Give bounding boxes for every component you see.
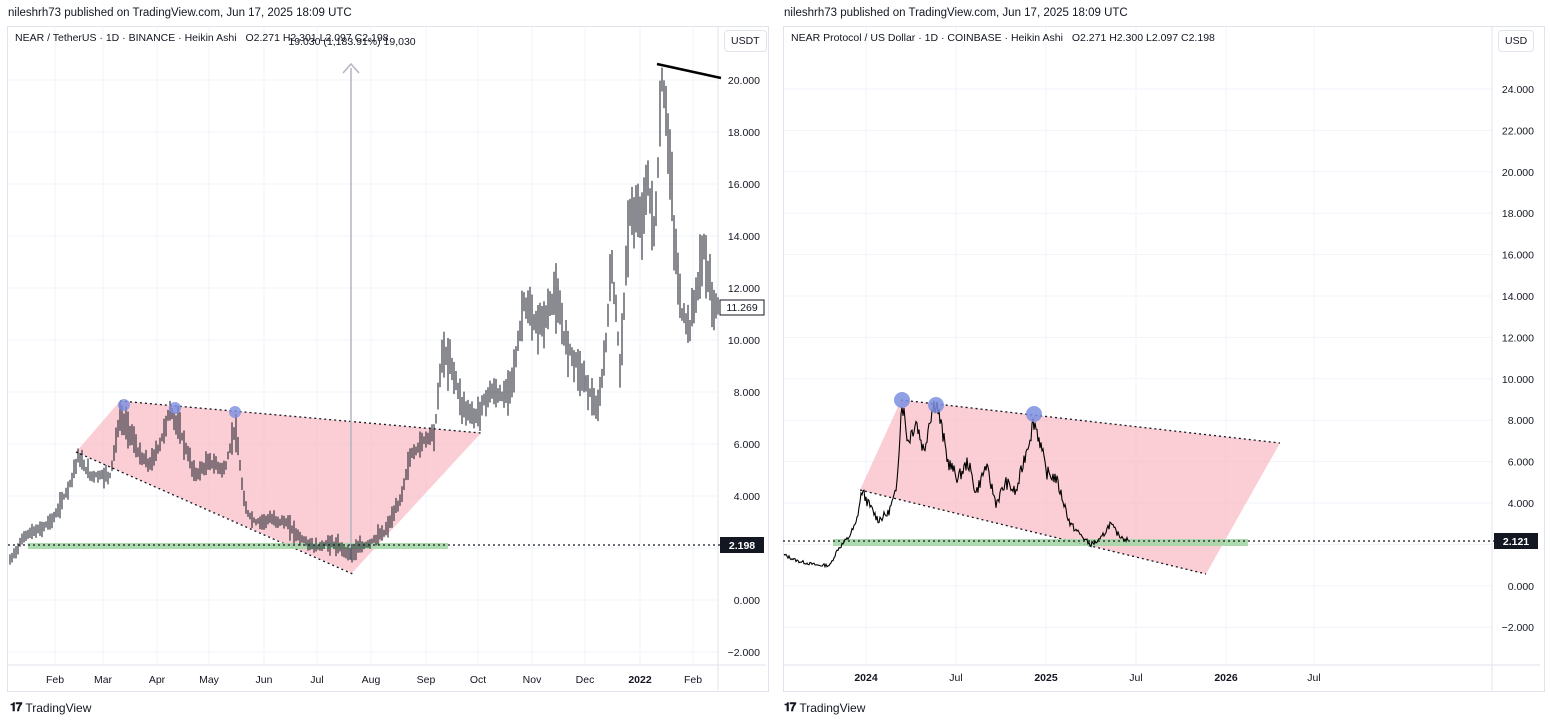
last-price-label: 11.269 [719,299,765,316]
current-price-tag: 2.121 [1494,533,1538,549]
peak-marker [1026,406,1042,422]
price-tick-label: 16.000 [728,179,760,191]
measure-arrowhead [342,62,360,74]
price-tick-label: 4.000 [1508,498,1534,510]
price-tick-label: 6.000 [734,439,760,451]
symbol-name: NEAR / TetherUS · 1D · BINANCE · Heikin … [15,32,237,44]
price-line [783,400,1129,569]
price-tick-label: 20.000 [1502,167,1534,179]
price-tick-label: −2.000 [1502,622,1535,634]
grid [8,27,766,690]
price-tick-label: 10.000 [728,335,760,347]
chart-frame [7,26,769,692]
peak-marker [169,402,181,414]
svg-text:2.121: 2.121 [1503,536,1529,548]
time-tick-label: Oct [470,674,486,686]
price-tick-label: 18.000 [728,127,760,139]
wedge-pattern [860,400,1280,574]
price-tick-label: 14.000 [1502,291,1534,303]
ohlc-values: O2.271 H2.301 L2.097 C2.198 [245,32,389,44]
time-tick-label: Dec [576,674,595,686]
wedge-lower-trendline [859,489,1207,575]
time-tick-label: Apr [149,674,166,686]
time-tick-label: Jul [310,674,323,686]
tradingview-label: TradingView [25,700,92,715]
time-tick-label: Jul [1129,672,1142,684]
time-tick-label: Sep [417,674,436,686]
price-tick-label: 10.000 [1502,374,1534,386]
chart-canvas[interactable]: 24.000 22.000 20.000 18.000 16.000 14.000 12.0… [778,0,1550,724]
price-axis: 20.000 18.000 16.000 14.000 12.000 10.000 8.00… [728,75,761,659]
tradingview-logo[interactable]: 𝟏𝟕 TradingView [10,700,91,715]
svg-text:11.269: 11.269 [726,302,757,314]
peak-marker [894,392,910,408]
time-tick-label: Mar [94,674,113,686]
grid [784,27,1540,690]
time-tick-label: Jul [1307,672,1320,684]
tradingview-icon: 𝟏𝟕 [10,700,22,714]
price-tick-label: 12.000 [1502,332,1534,344]
symbol-info: NEAR / TetherUS · 1D · BINANCE · Heikin … [15,32,389,44]
symbol-info: NEAR Protocol / US Dollar · 1D · COINBAS… [791,32,1215,44]
price-tick-label: 0.000 [734,595,760,607]
time-axis: Feb Mar Apr May Jun Jul Aug Sep Oct Nov Dec 2022 Feb [46,674,702,686]
price-tick-label: 16.000 [1502,250,1534,262]
price-tick-label: −2.000 [728,647,761,659]
price-tick-label: 12.000 [728,283,760,295]
price-tick-label: 14.000 [728,231,760,243]
current-price-tag: 2.198 [720,537,764,553]
published-caption: nileshrh73 published on TradingView.com,… [8,7,352,19]
time-tick-label: May [199,674,220,686]
time-tick-label: 2025 [1034,672,1058,684]
wedge-upper-trendline [900,399,1281,444]
peak-marker [928,397,944,413]
chart-canvas[interactable]: 19.030 (1,183.91%) 19,030 20.000 18.000 16… [0,0,772,724]
ohlc-values: O2.271 H2.300 L2.097 C2.198 [1071,32,1215,44]
symbol-name: NEAR Protocol / US Dollar · 1D · COINBAS… [791,32,1063,44]
tradingview-logo[interactable]: 𝟏𝟕 TradingView [784,700,865,715]
time-tick-label: Feb [46,674,64,686]
price-tick-label: 22.000 [1502,125,1534,137]
price-tick-label: 0.000 [1508,581,1534,593]
currency-button[interactable]: USDT [724,30,767,52]
price-tick-label: 4.000 [734,491,760,503]
price-tick-label: 8.000 [1508,415,1534,427]
price-tick-label: 20.000 [728,75,760,87]
price-tick-label: 8.000 [734,387,760,399]
time-tick-label: Jun [256,674,273,686]
time-tick-label: 2024 [854,672,878,684]
tradingview-label: TradingView [799,700,866,715]
price-axis: 24.000 22.000 20.000 18.000 16.000 14.000 12.0… [1502,84,1535,634]
measure-label: 19.030 (1,183.91%) 19,030 [288,36,415,48]
panel-divider [772,0,778,724]
price-tick-label: 24.000 [1502,84,1534,96]
time-tick-label: Jul [949,672,962,684]
time-axis: 2024 Jul 2025 Jul 2026 Jul [854,672,1320,684]
wedge-lower-trendline [75,451,356,576]
tradingview-icon: 𝟏𝟕 [784,700,796,714]
published-caption: nileshrh73 published on TradingView.com,… [784,7,1128,19]
svg-text:2.198: 2.198 [729,540,755,552]
candlesticks [9,67,719,565]
chart-frame [783,26,1545,692]
time-tick-label: 2022 [628,674,652,686]
price-tick-label: 18.000 [1502,208,1534,220]
price-tick-label: 6.000 [1508,457,1534,469]
time-tick-label: Feb [684,674,702,686]
peak-marker [229,406,241,418]
chart-panel-left: nileshrh73 published on TradingView.com,… [0,0,772,724]
time-tick-label: Aug [362,674,381,686]
support-zone [833,539,1248,546]
currency-button[interactable]: USD [1498,30,1535,52]
time-tick-label: 2026 [1214,672,1238,684]
support-zone [28,543,448,549]
resistance-line-top [656,62,722,80]
peak-marker [118,399,130,411]
time-tick-label: Nov [523,674,542,686]
chart-panel-right: nileshrh73 published on TradingView.com,… [778,0,1550,724]
